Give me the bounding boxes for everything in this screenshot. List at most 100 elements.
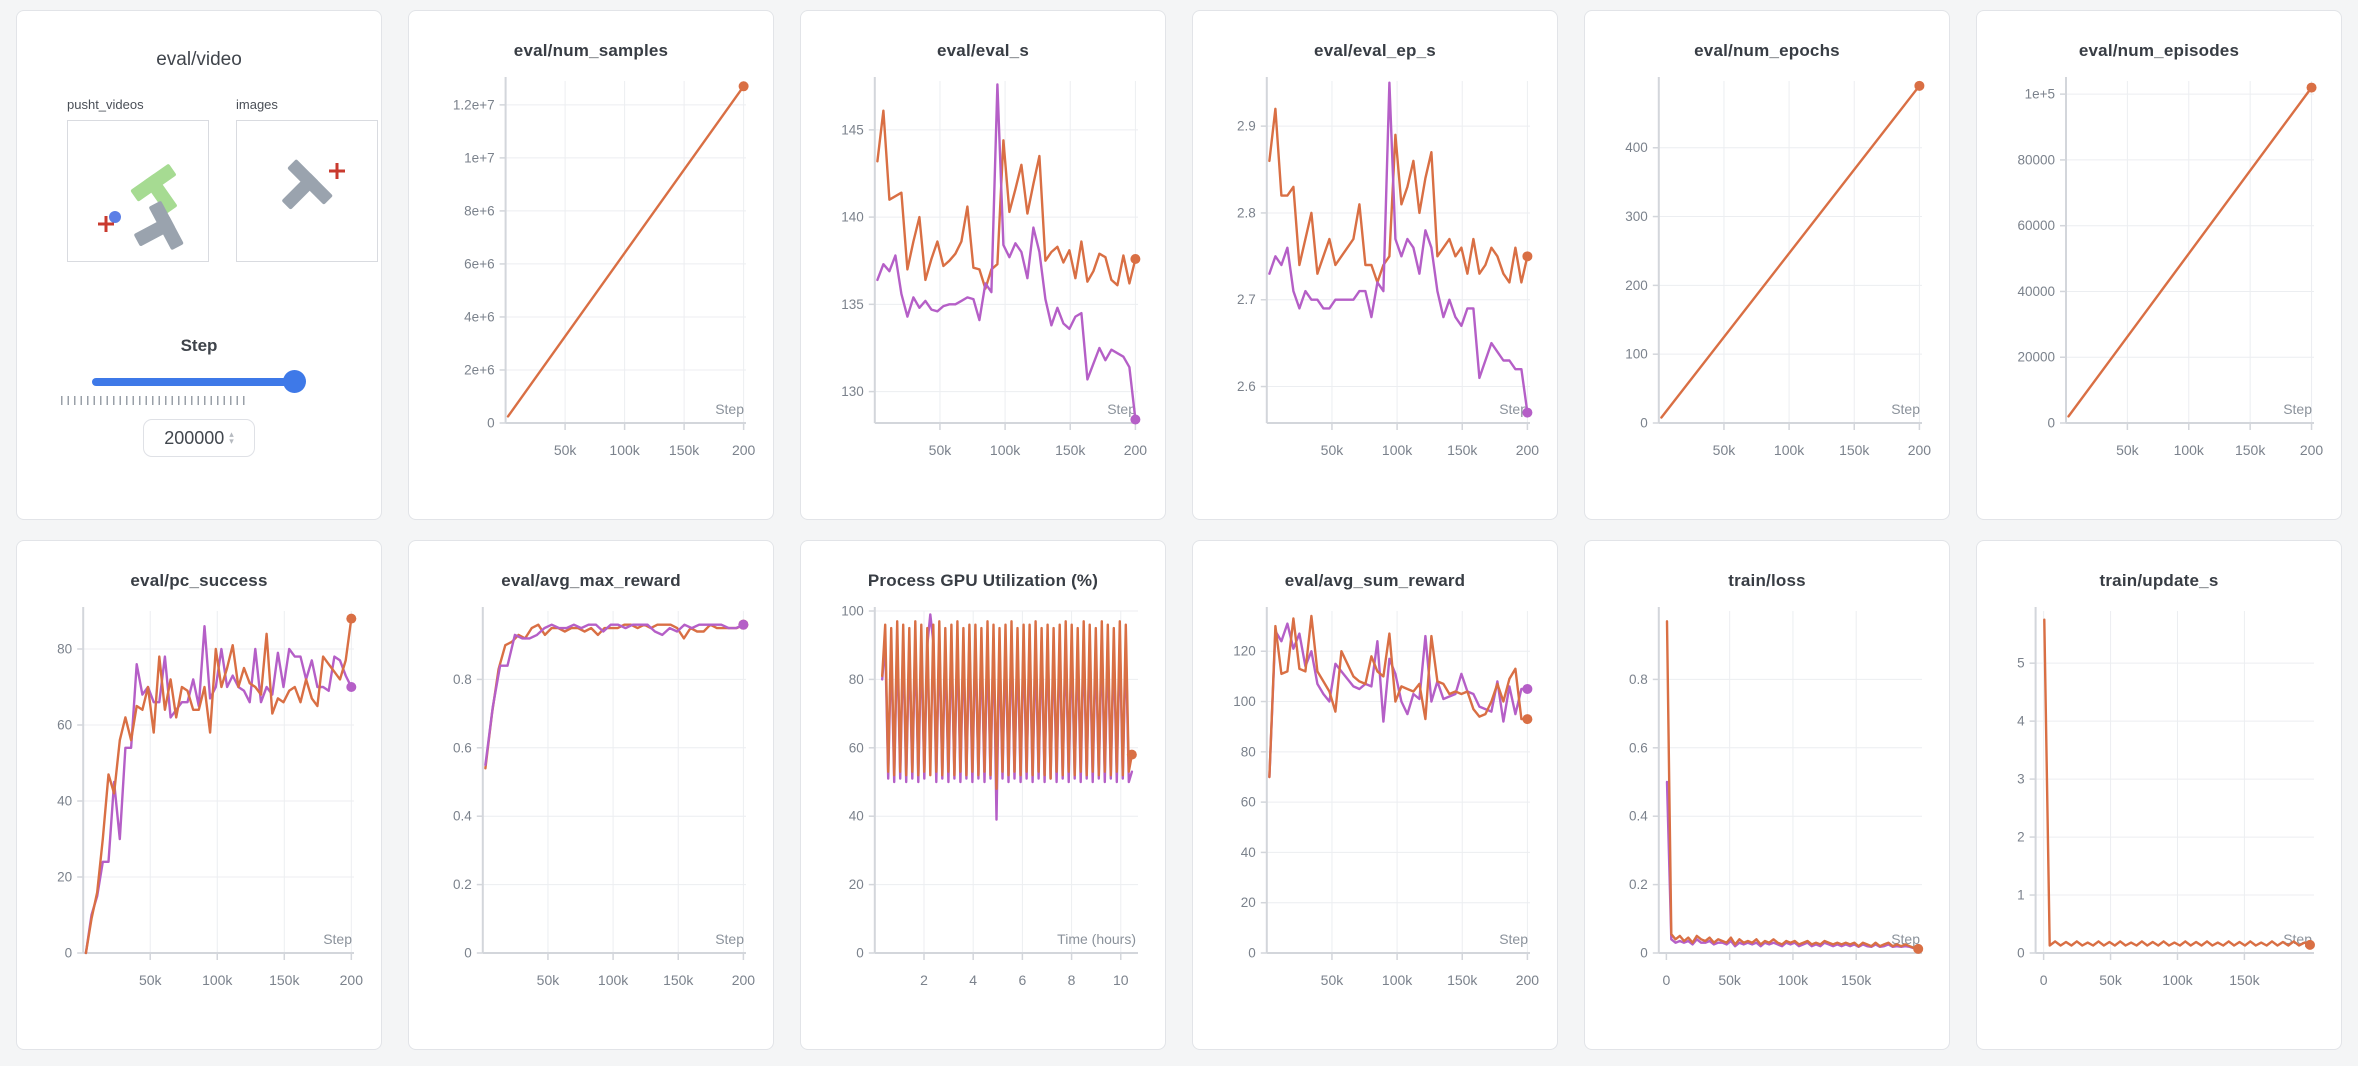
step-number-input[interactable]: 200000 ▴ ▾ — [143, 419, 255, 457]
x-axis-label: Step — [1499, 931, 1528, 947]
series-end-dot — [1522, 251, 1533, 262]
svg-text:50k: 50k — [2099, 972, 2123, 988]
svg-text:8e+6: 8e+6 — [464, 203, 494, 218]
series-end-dot — [1130, 414, 1141, 425]
series-orange-run — [2067, 86, 2313, 418]
thumbnail-label: pusht_videos — [67, 97, 144, 112]
svg-text:100k: 100k — [2174, 442, 2205, 458]
svg-text:200: 200 — [1516, 972, 1540, 988]
svg-text:200: 200 — [1124, 442, 1148, 458]
line-chart: 0 2e+6 4e+6 6e+6 8e+6 1e+7 1.2e+7 50k 100k 150k 20… — [453, 77, 756, 458]
svg-text:150k: 150k — [1839, 442, 1870, 458]
x-axis-label: Time (hours) — [1057, 931, 1136, 947]
svg-text:60000: 60000 — [2017, 218, 2055, 233]
svg-text:120: 120 — [1233, 644, 1256, 659]
chart-title: eval/avg_max_reward — [501, 571, 681, 590]
svg-text:150k: 150k — [1447, 442, 1478, 458]
x-axis-label: Step — [715, 931, 744, 947]
svg-text:50k: 50k — [2116, 442, 2140, 458]
series-orange-run — [1665, 620, 1920, 951]
agent-dot — [109, 211, 121, 223]
svg-text:150k: 150k — [1447, 972, 1478, 988]
svg-text:1.2e+7: 1.2e+7 — [453, 97, 495, 112]
svg-text:0: 0 — [487, 416, 495, 431]
svg-text:40: 40 — [57, 794, 72, 809]
chart-panel: train/loss 0 0.2 0.4 0.6 0.8 0 50k 100k 150k Step — [1584, 540, 1950, 1050]
step-slider[interactable] — [92, 370, 306, 394]
svg-text:0: 0 — [1662, 972, 1670, 988]
svg-text:0.8: 0.8 — [453, 672, 472, 687]
chart-title: eval/eval_s — [936, 41, 1029, 60]
svg-text:10: 10 — [1113, 972, 1129, 988]
line-chart: 0 20 40 60 80 50k 100k 150k 200 Step — [57, 607, 364, 988]
chart-panel: eval/avg_max_reward 0 0.2 0.4 0.6 0.8 50k 100k… — [408, 540, 774, 1050]
step-slider-thumb[interactable] — [283, 370, 306, 393]
svg-text:0: 0 — [464, 946, 472, 961]
svg-text:100k: 100k — [1382, 442, 1413, 458]
step-slider-label: Step — [180, 336, 218, 355]
series-end-dot — [346, 613, 357, 624]
x-axis-label: Step — [1891, 401, 1920, 417]
series-end-dot — [1522, 407, 1533, 418]
svg-text:200: 200 — [340, 972, 364, 988]
svg-text:150k: 150k — [1055, 442, 1086, 458]
svg-text:20: 20 — [1241, 895, 1256, 910]
svg-text:135: 135 — [841, 297, 864, 312]
svg-text:0: 0 — [856, 946, 864, 961]
svg-text:0: 0 — [2047, 416, 2055, 431]
stepper-up-icon[interactable]: ▴ — [229, 429, 234, 439]
svg-text:140: 140 — [841, 210, 864, 225]
line-chart: 0 0.2 0.4 0.6 0.8 0 50k 100k 150k Step — [1629, 607, 1924, 988]
svg-text:150k: 150k — [269, 972, 300, 988]
svg-text:100k: 100k — [1382, 972, 1413, 988]
series-end-dot — [738, 81, 749, 92]
stepper[interactable]: ▴ ▾ — [229, 429, 234, 446]
svg-text:4: 4 — [969, 972, 977, 988]
svg-text:50k: 50k — [537, 972, 561, 988]
line-chart: 130 135 140 145 50k 100k 150k 200 Step — [841, 77, 1148, 458]
x-axis-label: Step — [1891, 931, 1920, 947]
series-orange-run — [2043, 618, 2312, 947]
svg-text:40000: 40000 — [2017, 284, 2055, 299]
svg-text:50k: 50k — [139, 972, 163, 988]
svg-text:80000: 80000 — [2017, 152, 2055, 167]
series-orange-run — [1268, 614, 1529, 779]
svg-text:200: 200 — [1908, 442, 1932, 458]
svg-text:80: 80 — [57, 642, 72, 657]
svg-text:150k: 150k — [2229, 972, 2260, 988]
svg-text:100k: 100k — [609, 442, 640, 458]
svg-text:100k: 100k — [990, 442, 1021, 458]
x-axis-label: Step — [323, 931, 352, 947]
series-orange-run — [880, 620, 1134, 791]
svg-text:100k: 100k — [1778, 972, 1809, 988]
svg-text:2.6: 2.6 — [1237, 379, 1256, 394]
series-end-dot — [1130, 253, 1141, 264]
pusht-video-thumbnail[interactable] — [67, 120, 209, 262]
svg-text:1e+7: 1e+7 — [464, 150, 494, 165]
svg-text:300: 300 — [1625, 209, 1648, 224]
series-end-dot — [346, 682, 357, 692]
svg-text:3: 3 — [2017, 772, 2025, 787]
svg-text:150k: 150k — [2235, 442, 2266, 458]
svg-text:40: 40 — [849, 809, 864, 824]
svg-text:8: 8 — [1068, 972, 1076, 988]
svg-text:20: 20 — [849, 877, 864, 892]
images-thumbnail[interactable] — [236, 120, 378, 262]
series-purple-run — [1268, 622, 1529, 779]
chart-panel: eval/eval_ep_s 2.6 2.7 2.8 2.9 50k 100k 150k 20… — [1192, 10, 1558, 520]
series-end-dot — [2306, 82, 2317, 93]
series-end-dot — [1522, 714, 1533, 725]
svg-text:200: 200 — [1625, 278, 1648, 293]
svg-text:4: 4 — [2017, 714, 2025, 729]
step-slider-track[interactable] — [92, 378, 296, 386]
svg-text:20: 20 — [57, 870, 72, 885]
line-chart: 0 0.2 0.4 0.6 0.8 50k 100k 150k 200 Step — [453, 607, 755, 988]
svg-text:0.2: 0.2 — [453, 877, 472, 892]
svg-text:50k: 50k — [1321, 972, 1345, 988]
svg-text:60: 60 — [1241, 795, 1256, 810]
stepper-down-icon[interactable]: ▾ — [229, 436, 234, 446]
svg-text:50k: 50k — [1713, 442, 1737, 458]
line-chart: 0 100 200 300 400 50k 100k 150k 200 Step — [1625, 77, 1932, 458]
svg-text:0: 0 — [65, 946, 73, 961]
svg-text:100: 100 — [841, 604, 864, 619]
